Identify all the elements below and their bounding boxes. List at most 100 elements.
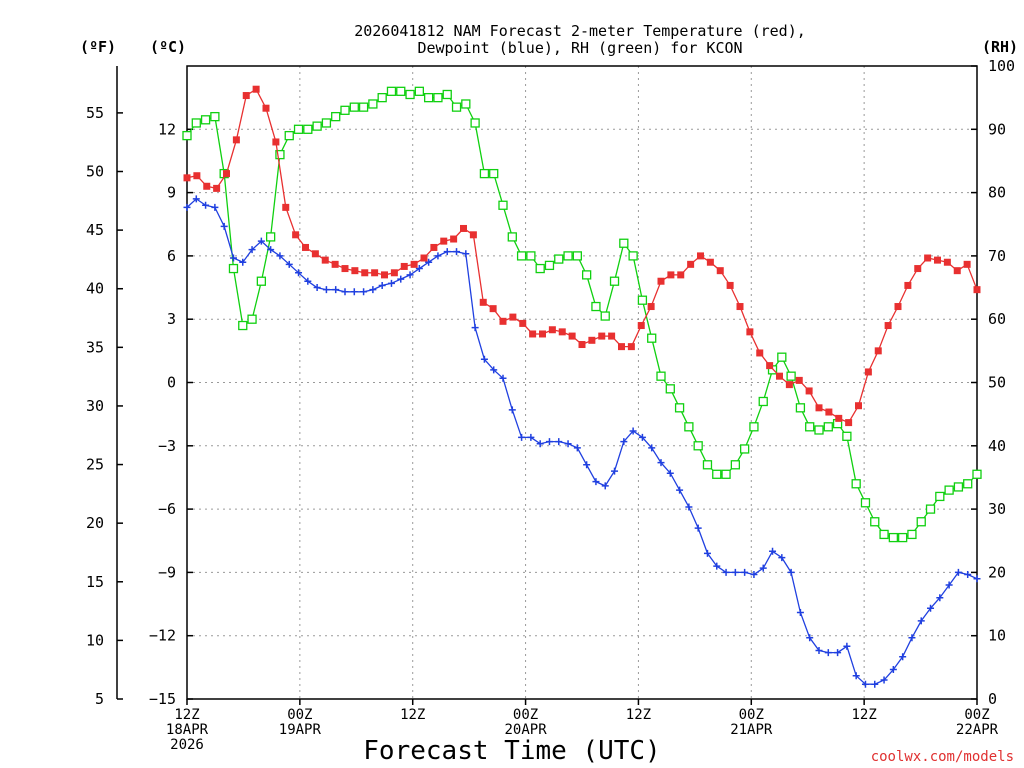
temperature-point	[746, 328, 754, 336]
rh-point	[860, 498, 871, 508]
series-dewpoint	[183, 195, 981, 688]
dewpoint-point	[703, 549, 711, 557]
rh-point	[414, 86, 425, 96]
rh-point	[489, 168, 499, 179]
temperature-point	[795, 376, 803, 384]
temperature-point	[558, 328, 566, 336]
y-tick-label-c: −6	[158, 500, 176, 518]
unit-label-fahrenheit: (ºF)	[80, 38, 116, 56]
rh-point	[544, 260, 555, 271]
rh-point	[423, 93, 434, 103]
temperature-point	[657, 277, 665, 285]
temperature-point	[548, 326, 556, 334]
chart-title-line-2: Dewpoint (blue), RH (green) for KCON	[417, 39, 742, 57]
dewpoint-point	[945, 581, 953, 589]
temperature-point	[726, 281, 734, 289]
rh-point	[256, 276, 267, 286]
temperature-point	[598, 332, 606, 340]
dewpoint-point	[369, 286, 377, 294]
temperature-point	[785, 381, 793, 389]
dewpoint-point	[490, 366, 498, 374]
dewpoint-point	[787, 568, 795, 576]
rh-point	[396, 86, 406, 96]
y-axis-fahrenheit: 5 10 15 20 25 30 35 40 45 50 55	[86, 104, 123, 708]
y-tick-label-c: −3	[158, 437, 176, 455]
temperature-point	[410, 260, 418, 268]
rh-point	[470, 118, 480, 128]
rh-point	[535, 263, 545, 274]
dewpoint-point	[796, 608, 804, 616]
rh-point	[572, 251, 583, 261]
y-tick-label-f: 5	[95, 690, 104, 708]
temperature-point	[736, 303, 744, 311]
y-tick-label-f: 35	[86, 338, 104, 356]
x-tick-label: 00Z	[964, 707, 989, 723]
rh-point	[321, 118, 332, 128]
temperature-point	[292, 231, 300, 239]
temperature-point	[864, 368, 872, 376]
temperature-point	[578, 341, 586, 349]
rh-point	[340, 105, 350, 115]
temperature-point	[519, 319, 527, 327]
temperature-point	[637, 322, 645, 330]
chart-title-line-1: 2026041812 NAM Forecast 2-meter Temperat…	[354, 22, 806, 40]
dewpoint-point	[425, 258, 433, 266]
dewpoint-point	[750, 571, 758, 579]
temperature-point	[874, 347, 882, 355]
dewpoint-point	[852, 672, 860, 680]
y-tick-label-rh: 90	[988, 120, 1006, 138]
y-tick-label-rh: 60	[988, 310, 1006, 328]
x-tick-label: 00Z	[739, 707, 764, 723]
y-tick-label-c: −15	[149, 690, 176, 708]
dewpoint-point	[536, 440, 544, 448]
rh-point	[386, 86, 397, 96]
dewpoint-point	[806, 634, 814, 642]
rh-point	[368, 99, 378, 109]
temperature-point	[272, 138, 280, 146]
temperature-point	[440, 237, 448, 245]
temperature-point	[242, 92, 250, 100]
temperature-point	[499, 317, 507, 325]
rh-point	[842, 431, 852, 441]
x-axis-title: Forecast Time (UTC)	[363, 736, 660, 766]
x-tick-label: 18APR	[166, 722, 209, 738]
temperature-point	[460, 224, 467, 232]
temperature-point	[400, 262, 408, 270]
rh-point	[228, 263, 239, 274]
dewpoint-point	[917, 617, 925, 625]
dewpoint-point	[908, 634, 916, 642]
dewpoint-point	[583, 461, 591, 469]
temperature-point	[213, 184, 221, 192]
y-tick-label-rh: 70	[988, 247, 1006, 265]
y-tick-label-rh: 50	[988, 374, 1006, 392]
y-tick-label-f: 25	[86, 456, 104, 474]
y-axis-rh: 0 10 20 30 40 50 60 70 80 90 100	[971, 57, 1015, 708]
y-tick-label-f: 45	[86, 221, 104, 239]
rh-point	[721, 469, 731, 479]
temperature-point	[687, 260, 695, 268]
x-tick-label: 19APR	[279, 722, 322, 738]
rh-point	[944, 485, 954, 495]
dewpoint-point	[480, 355, 488, 363]
rh-point	[963, 479, 973, 489]
temperature-point	[390, 269, 398, 277]
rh-point	[712, 469, 722, 479]
rh-point	[628, 251, 638, 261]
series-line	[186, 90, 978, 539]
dewpoint-point	[843, 642, 851, 650]
rh-point	[637, 295, 648, 305]
rh-point	[702, 460, 713, 470]
y-tick-label-rh: 30	[988, 500, 1006, 518]
rh-point	[805, 422, 815, 432]
dewpoint-point	[564, 440, 572, 448]
temperature-point	[469, 231, 477, 239]
rh-point	[749, 422, 759, 432]
dewpoint-point	[341, 288, 349, 296]
temperature-point	[420, 254, 428, 262]
temperature-point	[529, 330, 537, 338]
dewpoint-point	[239, 258, 247, 266]
credit-link[interactable]: coolwx.com/models	[871, 749, 1014, 765]
y-tick-label-c: 12	[158, 120, 176, 138]
y-tick-label-c: 6	[167, 247, 176, 265]
